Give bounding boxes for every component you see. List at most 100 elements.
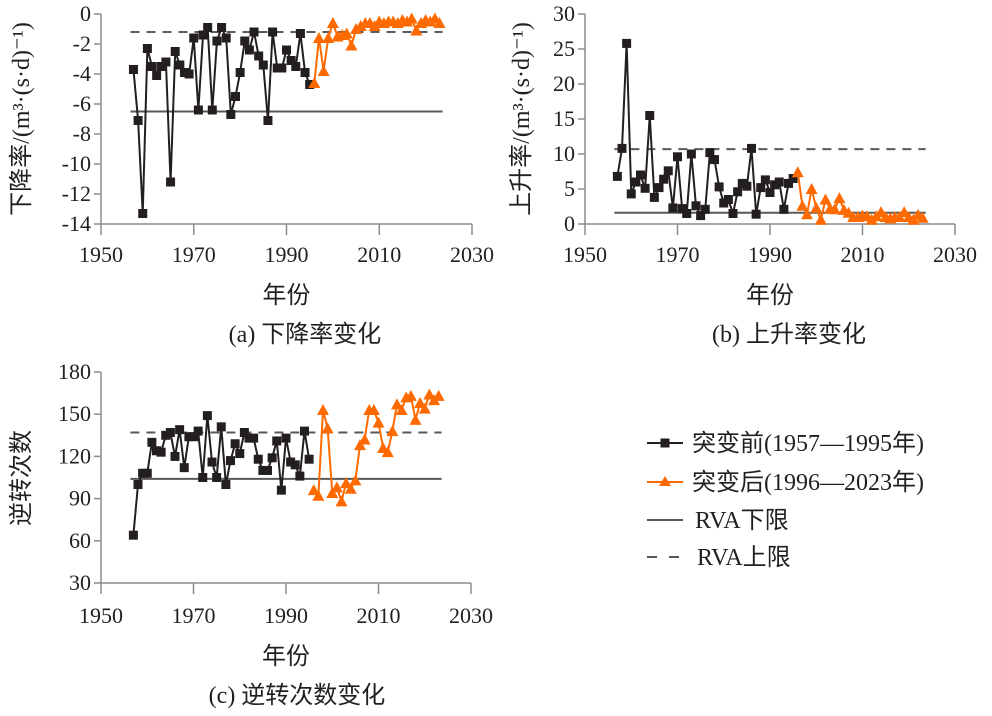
x-tick-label: 1950: [79, 242, 123, 267]
data-point-triangle: [833, 192, 846, 204]
data-point-square: [784, 178, 793, 188]
data-point-square: [663, 166, 673, 176]
data-point-square: [612, 171, 622, 181]
data-point-square: [156, 62, 166, 71]
legend-marker-triangle: [659, 476, 671, 486]
data-point-square: [221, 480, 231, 490]
data-point-square: [300, 426, 309, 436]
data-point-square: [253, 454, 263, 464]
data-point-triangle: [381, 446, 394, 458]
data-point-square: [267, 453, 277, 463]
data-point-triangle: [312, 32, 325, 43]
data-point-square: [207, 105, 217, 115]
data-point-square: [217, 23, 227, 32]
data-point-triangle: [819, 193, 832, 205]
legend-label-rva-upper: RVA上限: [697, 544, 791, 571]
data-point-square: [138, 209, 148, 218]
data-point-square: [640, 183, 650, 193]
data-point-square: [281, 433, 291, 443]
data-point-square: [203, 23, 213, 32]
chart-caption: (c) 逆转次数变化: [209, 682, 386, 709]
data-point-triangle: [433, 17, 446, 28]
y-tick-label: -4: [73, 61, 91, 86]
data-point-square: [179, 463, 189, 473]
y-tick-label: 30: [553, 1, 575, 26]
chart-caption: (a) 下降率变化: [229, 321, 382, 348]
data-point-square: [668, 203, 678, 213]
data-point-square: [286, 457, 296, 467]
y-tick-label: 60: [69, 528, 91, 553]
data-point-square: [189, 33, 199, 43]
data-point-triangle: [424, 15, 437, 27]
data-point-triangle: [307, 484, 320, 496]
x-tick-label: 2010: [841, 242, 885, 267]
data-point-square: [286, 56, 296, 65]
data-point-square: [770, 180, 780, 190]
y-axis-label: 逆转次数: [8, 430, 35, 526]
data-point-square: [705, 148, 715, 158]
data-point-square: [626, 189, 636, 199]
data-point-triangle: [345, 39, 358, 51]
data-point-square: [282, 45, 291, 55]
data-point-square: [765, 188, 775, 197]
data-point-triangle: [358, 433, 371, 445]
data-point-square: [649, 192, 659, 202]
data-point-square: [258, 465, 268, 475]
data-point-square: [723, 195, 733, 204]
y-tick-label: 0: [80, 1, 91, 26]
data-point-square: [221, 33, 231, 43]
data-point-triangle: [401, 15, 414, 27]
y-tick-label: 10: [553, 141, 575, 166]
data-point-triangle: [828, 203, 841, 215]
y-tick-label: 25: [553, 36, 575, 61]
y-tick-label: -12: [62, 181, 91, 206]
legend: 突变前(1957—1995年) 突变后(1996—2023年) RVA下限 RVA上限: [647, 430, 924, 571]
data-point-square: [673, 152, 682, 162]
data-point-square: [198, 473, 208, 482]
data-point-triangle: [326, 17, 339, 28]
data-point-square: [235, 68, 245, 77]
data-point-triangle: [317, 403, 329, 415]
y-tick-label: -6: [73, 91, 91, 116]
data-point-square: [263, 465, 272, 475]
data-point-triangle: [432, 389, 445, 401]
data-point-triangle: [349, 474, 362, 486]
data-point-square: [272, 436, 282, 446]
data-point-square: [249, 27, 259, 37]
data-point-square: [737, 178, 747, 188]
data-point-triangle: [321, 422, 334, 434]
data-point-triangle: [418, 402, 431, 414]
data-point-triangle: [312, 489, 325, 501]
data-point-square: [779, 204, 789, 214]
data-point-triangle: [330, 481, 343, 493]
data-point-triangle: [791, 166, 804, 178]
y-axis-label: 下降率/(m³·(s·d)⁻¹): [8, 22, 35, 216]
data-point-square: [258, 60, 268, 70]
data-point-square: [133, 116, 143, 125]
x-tick-label: 1970: [172, 603, 216, 628]
data-point-square: [747, 143, 756, 153]
data-point-triangle: [372, 416, 385, 428]
legend-label-after: 突变后(1996—2023年): [692, 469, 924, 496]
data-point-triangle: [354, 20, 367, 31]
data-point-square: [184, 69, 194, 79]
data-point-triangle: [386, 425, 399, 437]
data-point-square: [249, 433, 259, 443]
x-tick-label: 1950: [563, 242, 607, 267]
y-tick-label: 120: [58, 443, 91, 468]
data-point-triangle: [340, 477, 353, 489]
y-tick-label: 150: [58, 401, 91, 426]
data-point-square: [751, 209, 761, 219]
data-point-square: [696, 211, 706, 221]
data-point-square: [175, 60, 185, 70]
data-point-square: [622, 38, 632, 48]
data-point-triangle: [391, 398, 403, 410]
data-point-triangle: [423, 388, 436, 400]
data-point-square: [128, 530, 138, 540]
data-point-square: [272, 63, 282, 73]
data-point-square: [774, 177, 784, 187]
x-tick-label: 2030: [933, 242, 977, 267]
x-tick-label: 1970: [656, 242, 700, 267]
data-point-triangle: [410, 24, 423, 36]
data-point-square: [677, 204, 687, 214]
